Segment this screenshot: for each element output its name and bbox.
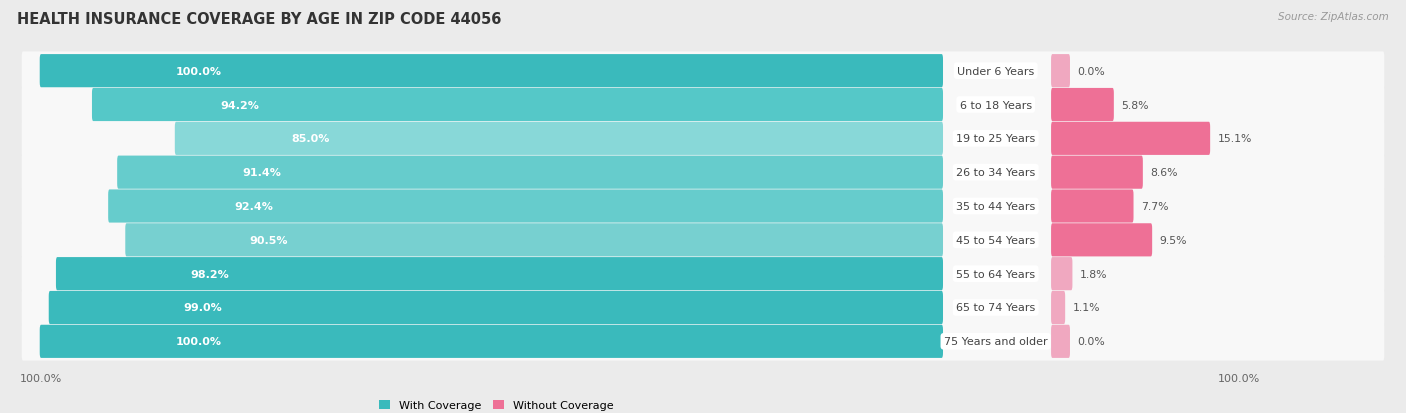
FancyBboxPatch shape <box>108 190 943 223</box>
FancyBboxPatch shape <box>39 325 943 358</box>
FancyBboxPatch shape <box>21 221 1385 259</box>
Text: 7.7%: 7.7% <box>1142 202 1168 211</box>
FancyBboxPatch shape <box>1052 224 1152 257</box>
FancyBboxPatch shape <box>1052 291 1066 324</box>
Text: 100.0%: 100.0% <box>176 66 222 76</box>
Text: 1.8%: 1.8% <box>1080 269 1108 279</box>
FancyBboxPatch shape <box>174 123 943 156</box>
Text: 15.1%: 15.1% <box>1218 134 1253 144</box>
Text: 19 to 25 Years: 19 to 25 Years <box>956 134 1035 144</box>
Text: 94.2%: 94.2% <box>221 100 260 110</box>
Text: 9.5%: 9.5% <box>1160 235 1187 245</box>
Text: HEALTH INSURANCE COVERAGE BY AGE IN ZIP CODE 44056: HEALTH INSURANCE COVERAGE BY AGE IN ZIP … <box>17 12 502 27</box>
Text: 65 to 74 Years: 65 to 74 Years <box>956 303 1035 313</box>
FancyBboxPatch shape <box>21 255 1385 293</box>
FancyBboxPatch shape <box>1052 89 1114 122</box>
Text: 6 to 18 Years: 6 to 18 Years <box>960 100 1032 110</box>
FancyBboxPatch shape <box>91 89 943 122</box>
Text: 90.5%: 90.5% <box>249 235 287 245</box>
Text: 98.2%: 98.2% <box>190 269 229 279</box>
FancyBboxPatch shape <box>39 55 943 88</box>
Text: 91.4%: 91.4% <box>242 168 281 178</box>
FancyBboxPatch shape <box>49 291 943 324</box>
Text: 45 to 54 Years: 45 to 54 Years <box>956 235 1035 245</box>
Text: 0.0%: 0.0% <box>1077 66 1105 76</box>
FancyBboxPatch shape <box>1052 123 1211 156</box>
FancyBboxPatch shape <box>1052 257 1073 290</box>
Text: 0.0%: 0.0% <box>1077 337 1105 347</box>
FancyBboxPatch shape <box>1052 325 1070 358</box>
FancyBboxPatch shape <box>125 224 943 257</box>
FancyBboxPatch shape <box>21 187 1385 226</box>
Legend: With Coverage, Without Coverage: With Coverage, Without Coverage <box>375 395 617 413</box>
Text: 99.0%: 99.0% <box>184 303 222 313</box>
FancyBboxPatch shape <box>1052 190 1133 223</box>
FancyBboxPatch shape <box>21 86 1385 124</box>
Text: 5.8%: 5.8% <box>1122 100 1149 110</box>
Text: 75 Years and older: 75 Years and older <box>943 337 1047 347</box>
Text: 85.0%: 85.0% <box>291 134 329 144</box>
Text: 100.0%: 100.0% <box>176 337 222 347</box>
Text: 8.6%: 8.6% <box>1150 168 1178 178</box>
FancyBboxPatch shape <box>21 120 1385 158</box>
Text: Under 6 Years: Under 6 Years <box>957 66 1035 76</box>
FancyBboxPatch shape <box>1052 156 1143 189</box>
FancyBboxPatch shape <box>21 289 1385 327</box>
FancyBboxPatch shape <box>21 52 1385 91</box>
Text: 35 to 44 Years: 35 to 44 Years <box>956 202 1035 211</box>
FancyBboxPatch shape <box>56 257 943 290</box>
FancyBboxPatch shape <box>21 154 1385 192</box>
Text: 26 to 34 Years: 26 to 34 Years <box>956 168 1035 178</box>
Text: 55 to 64 Years: 55 to 64 Years <box>956 269 1035 279</box>
FancyBboxPatch shape <box>21 322 1385 361</box>
Text: 1.1%: 1.1% <box>1073 303 1101 313</box>
Text: 92.4%: 92.4% <box>235 202 273 211</box>
FancyBboxPatch shape <box>1052 55 1070 88</box>
FancyBboxPatch shape <box>117 156 943 189</box>
Text: Source: ZipAtlas.com: Source: ZipAtlas.com <box>1278 12 1389 22</box>
